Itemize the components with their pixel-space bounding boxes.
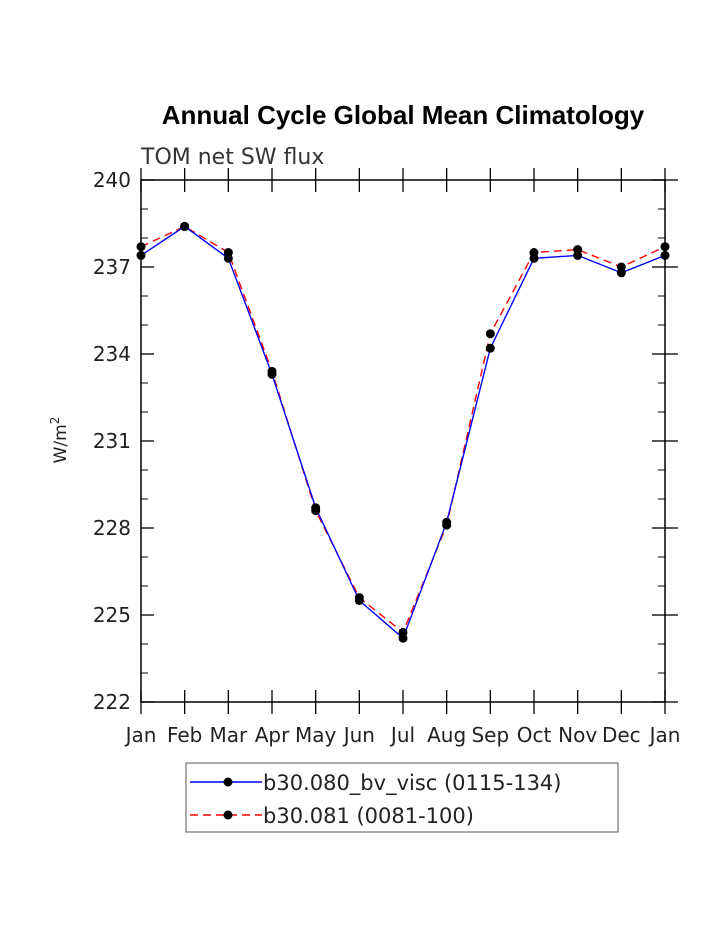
- series-1-point: [180, 221, 190, 231]
- series-1-point: [311, 503, 321, 513]
- x-tick-label: Jun: [342, 723, 375, 747]
- svg-text:W/m2: W/m2: [48, 417, 71, 464]
- series-1-point: [485, 343, 495, 353]
- series-1-point: [398, 633, 408, 643]
- y-axis-label: W/m2: [48, 417, 71, 464]
- x-tick-label: Dec: [602, 723, 641, 747]
- chart-title: Annual Cycle Global Mean Climatology: [162, 100, 645, 130]
- series-1-point: [660, 250, 670, 260]
- y-tick-label: 234: [93, 342, 131, 366]
- series-1-point: [223, 253, 233, 263]
- y-axis-label-sup: 2: [48, 417, 62, 425]
- x-tick-label: Apr: [255, 723, 290, 747]
- series-2-point: [485, 329, 495, 339]
- x-tick-label: Oct: [517, 723, 552, 747]
- series-2-point: [660, 242, 670, 252]
- chart-subtitle: TOM net SW flux: [140, 145, 324, 170]
- series-line-2: [140, 225, 666, 634]
- series-2-point: [136, 242, 146, 252]
- x-tick-label: Feb: [167, 723, 202, 747]
- series-1-point: [267, 369, 277, 379]
- x-tick-label: Jan: [124, 723, 157, 747]
- x-tick-label: May: [295, 723, 337, 747]
- legend-marker-1: [223, 777, 233, 787]
- series-line-1: [140, 225, 666, 640]
- series-1-point: [529, 253, 539, 263]
- series-1-point: [136, 250, 146, 260]
- y-tick-label: 231: [93, 429, 131, 453]
- axis-ticks: [140, 168, 678, 714]
- y-tick-label: 225: [93, 603, 131, 627]
- legend-marker-2: [223, 810, 233, 820]
- y-tick-label: 240: [93, 168, 131, 192]
- legend-label-1: b30.080_bv_visc (0115-134): [263, 771, 561, 796]
- x-tick-labels: Jan Feb Mar Apr May Jun Jul Aug Sep Oct Nov Dec Jan: [124, 723, 681, 747]
- series-1-point: [573, 250, 583, 260]
- series-1-point: [354, 596, 364, 605]
- series-1-point: [442, 517, 452, 527]
- y-tick-labels: 240 237 234 231 228 225 222: [93, 168, 131, 714]
- y-tick-label: 222: [93, 690, 131, 714]
- x-tick-label: Jan: [648, 723, 681, 747]
- x-tick-label: Mar: [209, 723, 248, 747]
- x-tick-label: Jul: [389, 723, 415, 747]
- x-tick-label: Aug: [427, 723, 466, 747]
- x-tick-label: Sep: [471, 723, 509, 747]
- y-axis-label-base: W/m: [51, 424, 71, 463]
- legend-label-2: b30.081 (0081-100): [263, 804, 474, 828]
- series-group: [136, 221, 670, 643]
- series-1-point: [616, 268, 626, 278]
- x-tick-label: Nov: [558, 723, 597, 747]
- y-tick-label: 237: [93, 255, 131, 279]
- y-tick-label: 228: [93, 516, 131, 540]
- legend: b30.080_bv_visc (0115-134) b30.081 (0081-…: [190, 771, 561, 828]
- legend-box: [185, 762, 619, 833]
